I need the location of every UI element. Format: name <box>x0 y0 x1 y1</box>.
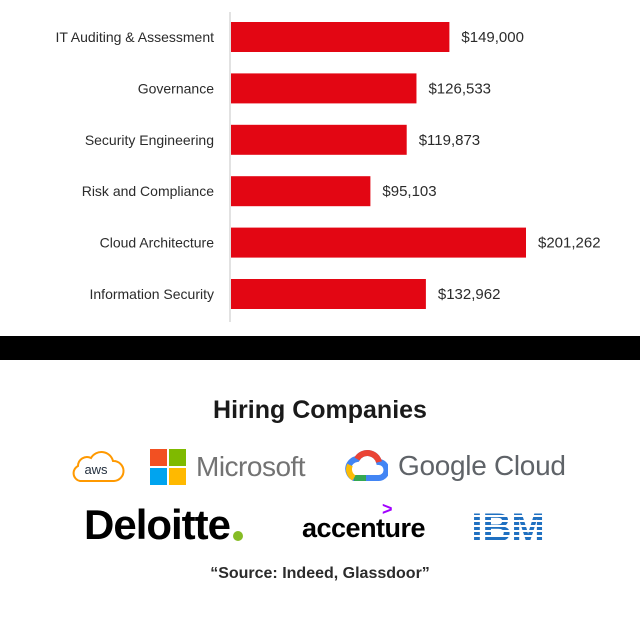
salary-bar <box>231 22 450 52</box>
salary-bar <box>231 279 426 309</box>
value-label: $119,873 <box>419 132 480 149</box>
aws-logo: aws <box>66 450 126 486</box>
divider-band <box>0 336 640 360</box>
aws-logo-text: aws <box>84 461 108 477</box>
category-label: Risk and Compliance <box>82 183 214 199</box>
salary-bar <box>231 124 407 155</box>
deloitte-green-dot <box>233 531 244 541</box>
category-label: IT Auditing & Assessment <box>56 29 215 45</box>
google-cloud-logo: Google Cloud <box>344 446 566 486</box>
google-cloud-logo-text: Google Cloud <box>398 450 566 481</box>
hiring-companies-title: Hiring Companies <box>213 396 427 424</box>
accenture-wordmark: accenture <box>302 512 426 543</box>
google-cloud-icon <box>345 450 388 481</box>
accenture-logo-text: accenture > <box>302 499 426 544</box>
accenture-chevron-icon: > <box>382 498 393 519</box>
value-label: $132,962 <box>438 286 501 303</box>
salary-bar <box>231 227 526 258</box>
microsoft-windows-icon <box>150 449 186 485</box>
microsoft-logo-text: Microsoft <box>196 451 306 482</box>
category-label: Information Security <box>90 286 215 302</box>
value-label: $149,000 <box>461 29 524 46</box>
category-label: Governance <box>138 80 214 96</box>
source-note: “Source: Indeed, Glassdoor” <box>210 565 430 582</box>
category-label: Cloud Architecture <box>100 235 215 251</box>
ibm-logo: IBM <box>462 506 554 546</box>
accenture-logo: accenture > <box>302 499 426 550</box>
deloitte-logo-text: Deloitte <box>84 501 231 548</box>
salary-bar-chart: IT Auditing & Assessment $149,000 Governan… <box>56 12 601 322</box>
microsoft-logo: Microsoft <box>150 448 306 486</box>
salary-bar <box>231 73 417 104</box>
category-label: Security Engineering <box>85 132 214 148</box>
value-label: $126,533 <box>428 80 491 97</box>
value-label: $201,262 <box>538 235 601 252</box>
salary-bar <box>231 176 371 207</box>
deloitte-logo: Deloitte <box>84 500 244 550</box>
value-label: $95,103 <box>382 183 436 200</box>
